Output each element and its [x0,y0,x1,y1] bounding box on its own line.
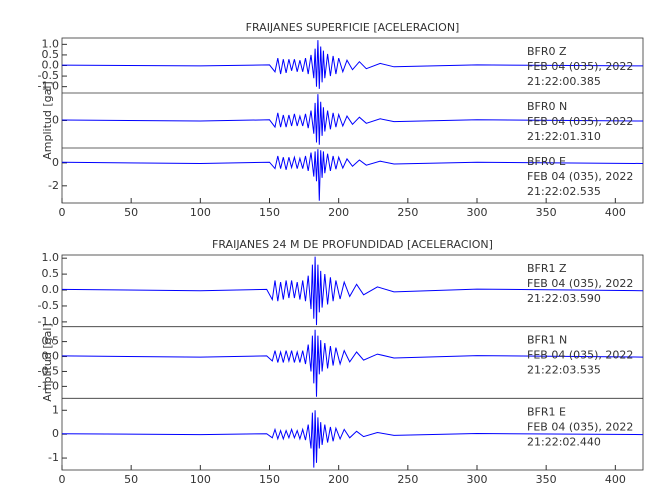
x-tick-label: 200 [328,206,349,219]
y-tick-label: -2 [48,179,59,192]
waveform [61,94,644,145]
x-tick-label: 200 [328,473,349,486]
station-label: BFR1 N [527,334,567,347]
station-label: 21:22:00.385 [527,75,601,88]
x-tick-label: 100 [190,206,211,219]
x-tick-label: 250 [397,473,418,486]
station-label: BFR0 Z [527,45,567,58]
station-label: BFR0 E [527,155,566,168]
station-label: 21:22:02.440 [527,435,601,448]
x-tick-label: 250 [397,206,418,219]
x-tick-label: 300 [467,473,488,486]
y-tick-label: -0.5 [38,364,59,377]
y-tick-label: 1 [52,403,59,416]
y-tick-label: 0 [52,114,59,127]
x-tick-label: 0 [59,206,66,219]
x-tick-label: 0 [59,473,66,486]
station-label: 21:22:03.535 [527,364,601,377]
station-label: FEB 04 (035), 2022 [527,420,633,433]
x-tick-label: 350 [536,473,557,486]
x-tick-label: 400 [605,206,626,219]
y-tick-label: -0.5 [38,299,59,312]
station-label: BFR0 N [527,100,567,113]
x-tick-label: 100 [190,473,211,486]
y-tick-label: -1.0 [38,80,59,93]
x-tick-label: 150 [259,473,280,486]
station-label: 21:22:03.590 [527,292,601,305]
y-tick-label: 0.5 [42,48,60,61]
y-tick-label: 0.0 [42,350,60,363]
station-label: BFR1 E [527,405,566,418]
x-tick-label: 50 [124,206,138,219]
x-tick-label: 50 [124,473,138,486]
waveform [61,256,644,326]
x-tick-label: 350 [536,206,557,219]
y-tick-label: -1.0 [38,379,59,392]
y-tick-label: 1.0 [42,251,60,264]
y-axis-label: Amplitud [gal] [41,323,54,401]
station-label: FEB 04 (035), 2022 [527,277,633,290]
y-tick-label: 0.0 [42,283,60,296]
y-tick-label: -1.0 [38,315,59,328]
y-tick-label: 0.5 [42,335,60,348]
station-label: FEB 04 (035), 2022 [527,170,633,183]
x-tick-label: 300 [467,206,488,219]
y-tick-label: 0 [52,156,59,169]
y-tick-label: 0.5 [42,267,60,280]
x-tick-label: 150 [259,206,280,219]
station-label: BFR1 Z [527,262,567,275]
y-tick-label: -1 [48,451,59,464]
y-tick-label: 0 [52,427,59,440]
y-axis-label: Amplitud [gal] [41,81,54,159]
y-tick-label: -0.5 [38,69,59,82]
waveform [61,149,644,201]
y-tick-label: 1.0 [42,37,60,50]
plot-frame [61,254,644,471]
panel-title: FRAIJANES SUPERFICIE [ACELERACION] [246,21,460,34]
station-label: 21:22:01.310 [527,130,601,143]
waveform [61,40,644,89]
waveform [61,410,644,468]
panel-title: FRAIJANES 24 M DE PROFUNDIDAD [ACELERACI… [212,238,493,251]
station-label: FEB 04 (035), 2022 [527,60,633,73]
x-tick-label: 400 [605,473,626,486]
station-label: FEB 04 (035), 2022 [527,349,633,362]
station-label: 21:22:02.535 [527,185,601,198]
y-tick-label: 0.0 [42,59,60,72]
waveform [61,329,644,397]
station-label: FEB 04 (035), 2022 [527,115,633,128]
